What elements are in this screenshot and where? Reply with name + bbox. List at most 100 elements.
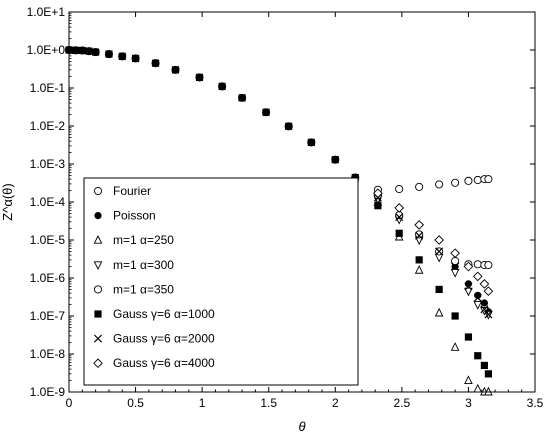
series-1-point [474, 291, 482, 299]
shared-curve-point [118, 52, 126, 60]
series-5-point [464, 333, 473, 341]
y-tick-label: 1.0E+1 [27, 5, 66, 19]
series-6-point [395, 213, 404, 222]
legend-marker-2 [93, 234, 103, 244]
legend-marker-6 [93, 334, 103, 343]
series-5-point [480, 361, 489, 370]
x-axis: 0 0.5 1 1.5 2 2.5 3 3.5 [66, 12, 544, 410]
y-tick-label: 1.0E-5 [30, 233, 66, 247]
series-1-point [480, 299, 489, 307]
shared-curve-point [72, 46, 80, 54]
series-7-point [479, 279, 490, 289]
x-tick-label: 1.5 [260, 396, 277, 410]
x-tick-label: 0.5 [127, 396, 144, 410]
series-6-point [415, 231, 424, 240]
y-tick-label: 1.0E-9 [30, 385, 66, 399]
shared-curve-point [307, 138, 315, 147]
series-1-point [464, 280, 473, 288]
shared-curve-point [85, 47, 93, 55]
shared-curve-point [218, 82, 226, 91]
legend-marker-5 [94, 310, 102, 318]
series-3-point [450, 268, 460, 278]
y-tick-label: 1.0E+0 [27, 43, 66, 57]
series-2-point [414, 265, 424, 274]
series-0-point [484, 175, 493, 184]
series-6-point [451, 262, 460, 271]
y-tick-label: 1.0E-4 [30, 195, 66, 209]
series-4-point [484, 260, 493, 270]
legend-box [83, 177, 359, 386]
series-0-point [451, 178, 460, 187]
series-0-point [395, 184, 404, 194]
series-7-point [414, 220, 425, 230]
series-0-point [415, 182, 424, 191]
shared-curve-point [131, 54, 140, 63]
series-7-point [463, 261, 474, 272]
series-5-point [474, 352, 482, 360]
series-6-point [480, 305, 489, 314]
x-tick-label: 3 [465, 396, 472, 410]
series-7-point [450, 248, 460, 259]
x-tick-label: 2.5 [394, 396, 411, 410]
shared-curve-point [151, 59, 160, 67]
series-2-point [450, 342, 460, 351]
series-7-point [434, 235, 444, 245]
y-tick-label: 1.0E-7 [30, 309, 66, 323]
series-4-point [415, 230, 424, 239]
series-6-point [473, 293, 482, 302]
x-tick-label: 3.5 [527, 396, 544, 410]
series-3-point [473, 301, 483, 310]
y-axis: 1.0E+1 1.0E+0 1.0E-1 1.0E-2 1.0E-3 1.0E-4 1.0E… [27, 5, 535, 399]
legend: Fourier Poisson m=1 α=250 m=1 α=300 m=1 α=35… [83, 177, 359, 386]
legend-marker-0 [93, 186, 103, 196]
legend-marker-7 [93, 358, 103, 369]
shared-curve-point [92, 48, 100, 56]
series-6-point [464, 282, 473, 291]
legend-marker-3 [93, 261, 103, 271]
series-0-point [464, 176, 473, 185]
x-tick-label: 2 [332, 396, 339, 410]
legend-label-0: Fourier [113, 184, 151, 198]
series-7-point [373, 188, 383, 199]
series-5-point [415, 256, 423, 264]
y-tick-label: 1.0E-6 [30, 271, 66, 285]
y-tick-label: 1.0E-2 [30, 119, 66, 133]
series-2-point [464, 375, 473, 385]
shared-curve-point [78, 46, 86, 55]
legend-label-1: Poisson [113, 209, 156, 223]
x-axis-label: θ [298, 419, 305, 434]
data-markers [64, 45, 494, 396]
shared-curve-point [285, 122, 293, 130]
x-tick-label: 1 [199, 396, 206, 410]
shared-curve-point [262, 108, 270, 116]
series-5-point [395, 229, 403, 237]
x-tick-label: 0 [66, 396, 73, 410]
shared-curve-point [238, 94, 246, 102]
y-tick-label: 1.0E-3 [30, 157, 66, 171]
series-5-point [435, 285, 443, 294]
y-tick-label: 1.0E-1 [30, 81, 66, 95]
series-7-point [394, 203, 405, 213]
legend-marker-4 [93, 285, 103, 294]
series-0-point [473, 175, 482, 185]
series-4-point [473, 260, 482, 269]
series-5-point [484, 370, 492, 378]
series-3-point [464, 287, 473, 297]
series-2-point [434, 307, 444, 317]
y-tick-label: 1.0E-8 [30, 347, 66, 361]
y-axis-label: Z^α(θ) [0, 183, 15, 220]
shared-curve-point [105, 50, 113, 58]
legend-label-3: m=1 α=300 [113, 258, 174, 272]
shared-curve-point [195, 73, 204, 82]
legend-label-6: Gauss γ=6 α=2000 [113, 332, 215, 346]
series-7-point [483, 286, 494, 297]
series-6-point [484, 310, 493, 319]
series-5-point [451, 312, 459, 320]
legend-label-4: m=1 α=350 [113, 282, 174, 296]
legend-label-2: m=1 α=250 [113, 233, 174, 247]
series-2-point [484, 386, 493, 396]
series-0-point [435, 180, 444, 189]
series-6-point [435, 247, 444, 256]
series-7-point [472, 271, 483, 282]
